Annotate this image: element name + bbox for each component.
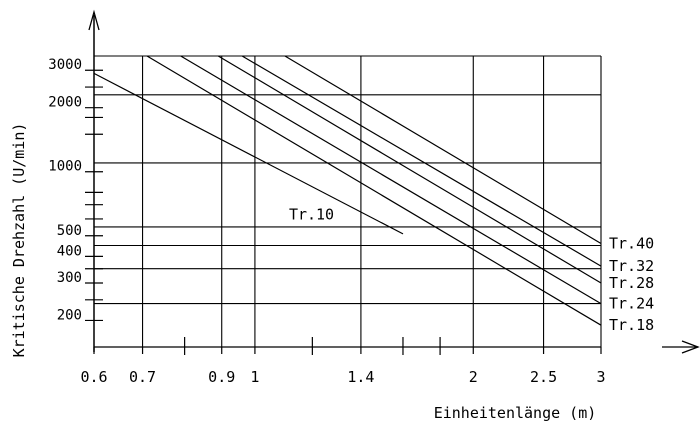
x-tick-label: 2.5 [530,368,557,386]
series-label: Tr.18 [609,316,654,334]
y-tick-label: 200 [57,307,82,323]
series-line [93,72,404,235]
y-tick-label: 2000 [48,95,82,111]
series-label: Tr.28 [609,274,654,292]
series-line [284,55,602,245]
y-tick-label: 500 [57,223,82,239]
series-line [241,55,602,267]
series-line [180,55,602,305]
x-axis-arrow [681,340,700,354]
y-axis-title: Kritische Drehzahl (U/min) [10,123,28,358]
y-tick-label: 1000 [48,159,82,175]
series-line [217,55,602,284]
series-label: Tr.10 [289,206,334,224]
y-tick-label: 3000 [48,57,82,73]
x-tick-label: 2 [469,368,478,386]
x-axis-title: Einheitenlänge (m) [434,404,597,422]
y-axis-arrow [88,9,100,31]
series-label: Tr.32 [609,257,654,275]
y-tick-label: 300 [57,270,82,286]
ticks-group: 0.6 0.7 0.9 1 1.4 2 2.5 3 200 300 400 500 1000 2000 30… [48,57,605,386]
series-label: Tr.24 [609,295,654,313]
grid [94,55,602,348]
x-tick-label: 0.6 [80,368,107,386]
y-tick-label: 400 [57,243,82,259]
series-line [146,55,602,326]
x-tick-label: 0.9 [208,368,235,386]
x-tick-label: 3 [596,368,605,386]
series-label: Tr.40 [609,234,654,252]
x-tick-label: 0.7 [129,368,156,386]
x-tick-label: 1 [250,368,259,386]
x-tick-label: 1.4 [347,368,374,386]
